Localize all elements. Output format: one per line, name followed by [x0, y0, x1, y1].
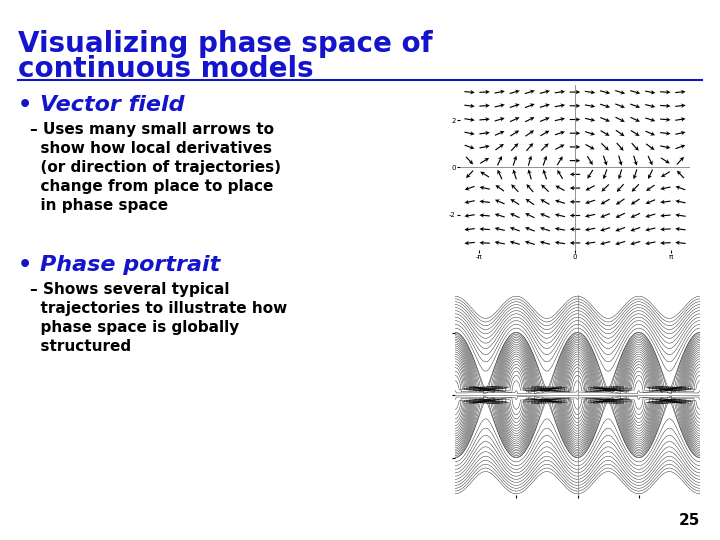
Text: show how local derivatives: show how local derivatives	[30, 141, 272, 156]
Text: change from place to place: change from place to place	[30, 179, 274, 194]
Text: (or direction of trajectories): (or direction of trajectories)	[30, 160, 281, 175]
Text: – Uses many small arrows to: – Uses many small arrows to	[30, 122, 274, 137]
Text: • Phase portrait: • Phase portrait	[18, 255, 220, 275]
Text: 25: 25	[679, 513, 700, 528]
Text: • Vector field: • Vector field	[18, 95, 184, 115]
Text: structured: structured	[30, 339, 131, 354]
Text: Visualizing phase space of: Visualizing phase space of	[18, 30, 433, 58]
Text: continuous models: continuous models	[18, 55, 314, 83]
Text: – Shows several typical: – Shows several typical	[30, 282, 230, 297]
Text: trajectories to illustrate how: trajectories to illustrate how	[30, 301, 287, 316]
Text: in phase space: in phase space	[30, 198, 168, 213]
Text: phase space is globally: phase space is globally	[30, 320, 239, 335]
